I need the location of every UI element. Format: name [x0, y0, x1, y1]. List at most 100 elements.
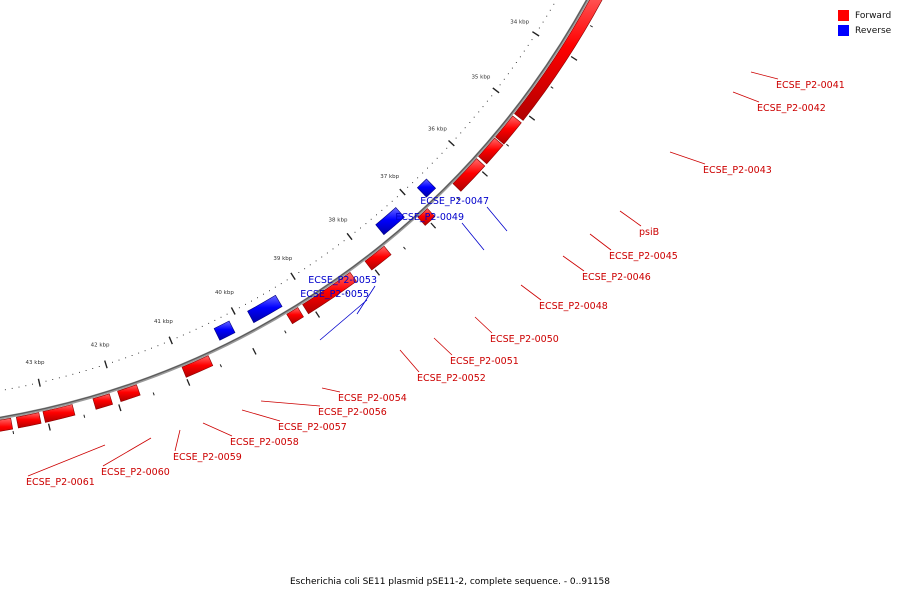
gene-label[interactable]: ECSE_P2-0058 — [230, 437, 299, 448]
minor-tick-dot — [396, 196, 398, 198]
gene-leader-line — [27, 444, 106, 477]
major-tick — [230, 307, 236, 315]
minor-tick-dot — [163, 342, 165, 344]
major-tick — [37, 378, 41, 387]
gene-block-ecse-p2-0059[interactable] — [15, 412, 42, 429]
minor-tick-dot — [531, 39, 533, 41]
minor-tick-dot — [491, 95, 493, 97]
minor-tick-dot — [446, 147, 448, 149]
major-tick — [532, 31, 540, 37]
gene-block-ecse-p2-0043[interactable] — [514, 0, 608, 121]
gene-leader-line — [102, 437, 152, 467]
legend-label-reverse: Reverse — [855, 25, 892, 36]
gene-label[interactable]: ECSE_P2-0048 — [539, 301, 608, 312]
gene-label[interactable]: ECSE_P2-0045 — [609, 251, 678, 262]
minor-tick-dot — [79, 371, 80, 373]
minor-tick-dot — [11, 387, 13, 389]
inner-tick — [506, 143, 510, 147]
minor-tick-dot — [417, 177, 419, 179]
gene-label[interactable]: ECSE_P2-0041 — [776, 80, 845, 91]
minor-tick-dot — [286, 279, 288, 281]
gene-block-ecse-p2-0045[interactable] — [478, 137, 504, 165]
gene-block-ecse-p2-0047[interactable] — [416, 178, 437, 198]
minor-tick-dot — [515, 62, 517, 63]
minor-tick-dot — [511, 67, 513, 69]
major-tick — [290, 272, 296, 280]
gene-leader-line — [433, 337, 453, 356]
gene-block-ecse-p2-0058[interactable] — [42, 404, 76, 423]
gene-label[interactable]: psiB — [639, 227, 659, 238]
minor-tick-dot — [25, 385, 27, 387]
gene-block-ecse-p2-0051[interactable] — [302, 271, 357, 315]
gene-block-ecse-p2-0046[interactable] — [452, 158, 486, 192]
gene-block-ecse-p2-0048[interactable] — [417, 208, 436, 226]
gene-block-ecse-p2-0055[interactable] — [213, 320, 236, 341]
gene-label[interactable]: ECSE_P2-0056 — [318, 407, 387, 418]
minor-tick-dot — [455, 137, 457, 139]
minor-tick-dot — [274, 286, 276, 288]
gene-label[interactable]: ECSE_P2-0061 — [26, 477, 95, 488]
minor-tick-dot — [538, 27, 540, 29]
gene-leader-line — [619, 210, 642, 227]
legend-label-forward: Forward — [855, 10, 892, 21]
minor-tick-dot — [427, 167, 428, 169]
gene-leader-line — [202, 422, 233, 437]
gene-label[interactable]: ECSE_P2-0047 — [420, 196, 489, 207]
gene-label[interactable]: ECSE_P2-0043 — [703, 165, 772, 176]
minor-tick-dot — [365, 223, 367, 225]
gene-label[interactable]: ECSE_P2-0046 — [582, 272, 651, 283]
gene-layer — [0, 0, 608, 437]
inner-tick — [345, 291, 349, 295]
minor-tick-dot — [407, 186, 409, 188]
minor-tick-dot — [65, 375, 67, 377]
gene-leader-line — [750, 71, 779, 80]
gene-block-psib[interactable] — [495, 115, 522, 145]
inner-tick — [284, 330, 287, 334]
gene-label[interactable]: ECSE_P2-0042 — [757, 103, 826, 114]
minor-tick-dot — [431, 162, 433, 164]
minor-tick-dot — [257, 297, 258, 299]
tick-label: 35 kbp — [471, 75, 490, 81]
minor-tick-dot — [85, 370, 87, 371]
gene-block-ecse-p2-0049[interactable] — [375, 207, 405, 236]
gene-label[interactable]: ECSE_P2-0052 — [417, 373, 486, 384]
gene-label[interactable]: ECSE_P2-0049 — [395, 212, 464, 223]
gene-block-ecse-p2-0050[interactable] — [364, 245, 392, 271]
gene-label[interactable]: ECSE_P2-0054 — [338, 393, 407, 404]
tick-label: 42 kbp — [91, 342, 110, 348]
minor-tick-dot — [486, 100, 488, 102]
gene-block-ecse-p2-0057[interactable] — [92, 393, 113, 410]
minor-tick-dot — [507, 73, 509, 75]
inner-tick — [12, 430, 15, 435]
gene-label[interactable]: ECSE_P2-0053 — [308, 275, 377, 286]
minor-tick-dot — [18, 386, 20, 388]
minor-tick-dot — [499, 84, 501, 86]
minor-tick-dot — [304, 268, 306, 270]
gene-label[interactable]: ECSE_P2-0060 — [101, 467, 170, 478]
inner-tick — [152, 392, 155, 396]
major-tick — [448, 139, 455, 147]
gene-block-ecse-p2-0060[interactable] — [0, 417, 14, 437]
gene-block-ecse-p2-0056[interactable] — [117, 384, 141, 402]
minor-tick-dot — [482, 106, 484, 108]
tick-label: 37 kbp — [380, 174, 399, 180]
gene-label[interactable]: ECSE_P2-0051 — [450, 356, 519, 367]
gene-leader-line — [669, 151, 706, 165]
minor-tick-dot — [469, 122, 471, 123]
minor-tick-dot — [527, 44, 529, 46]
minor-tick-dot — [52, 379, 54, 380]
gene-label[interactable]: ECSE_P2-0055 — [300, 289, 369, 300]
inner-tick — [589, 25, 593, 28]
gene-block-ecse-p2-0054[interactable] — [181, 355, 214, 378]
minor-tick-dot — [208, 322, 210, 324]
gene-block-ecse-p2-0053[interactable] — [247, 294, 283, 324]
minor-tick-dot — [151, 347, 152, 349]
gene-label[interactable]: ECSE_P2-0059 — [173, 452, 242, 463]
minor-tick-dot — [523, 50, 525, 52]
legend: Forward Reverse — [838, 8, 891, 38]
gene-block-ecse-p2-0052[interactable] — [286, 307, 304, 325]
gene-label[interactable]: ECSE_P2-0050 — [490, 334, 559, 345]
gene-label[interactable]: ECSE_P2-0057 — [278, 422, 347, 433]
major-tick — [492, 87, 500, 94]
